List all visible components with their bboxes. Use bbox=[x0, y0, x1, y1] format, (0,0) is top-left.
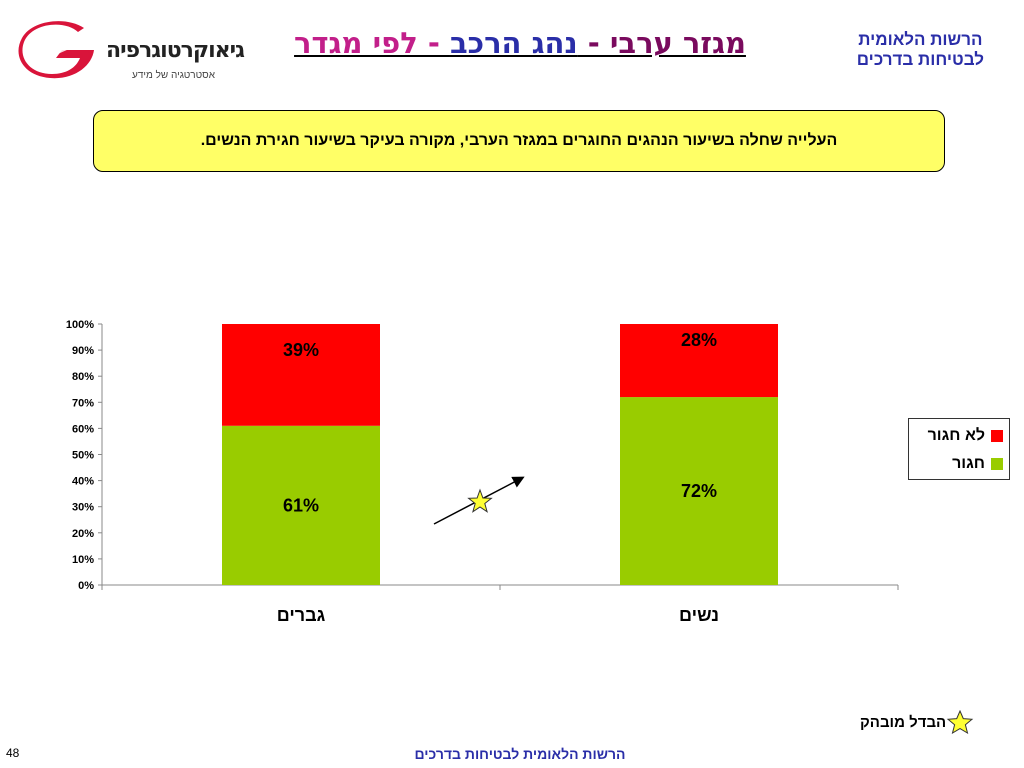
legend-label: חגור bbox=[952, 455, 985, 472]
bar-segment bbox=[620, 324, 778, 398]
y-tick-label: 100% bbox=[66, 319, 94, 331]
org-name: הרשות הלאומית לבטיחות בדרכים bbox=[857, 30, 984, 70]
bar-segment bbox=[222, 425, 380, 585]
legend-item-belted: חגור bbox=[952, 455, 1003, 473]
chart-legend: לא חגור חגור bbox=[908, 418, 1010, 480]
x-category-label: גברים bbox=[277, 605, 326, 625]
data-label: 39% bbox=[283, 340, 319, 360]
y-tick-label: 20% bbox=[72, 528, 94, 540]
org-name-line2: לבטיחות בדרכים bbox=[856, 50, 984, 69]
page-number: 48 bbox=[6, 746, 20, 760]
y-tick-label: 40% bbox=[72, 476, 94, 488]
title-part-driver: נהג הרכב bbox=[449, 26, 578, 60]
bar-segment bbox=[620, 397, 778, 585]
data-label: 28% bbox=[681, 330, 717, 350]
note-text: העלייה שחלה בשיעור הנהגים החוגרים במגזר … bbox=[200, 132, 838, 149]
logo-g-icon bbox=[18, 21, 94, 79]
significance-star-icon bbox=[467, 488, 493, 513]
legend-item-not-belted: לא חגור bbox=[928, 427, 1003, 445]
legend-label: לא חגור bbox=[927, 427, 985, 444]
significance-key: הבדל מובהק bbox=[850, 710, 974, 734]
y-tick-label: 60% bbox=[72, 423, 94, 435]
y-tick-label: 80% bbox=[72, 371, 94, 383]
note-box: העלייה שחלה בשיעור הנהגים החוגרים במגזר … bbox=[93, 110, 945, 172]
legend-swatch-green bbox=[991, 458, 1003, 470]
x-category-label: נשים bbox=[679, 605, 719, 625]
y-tick-label: 50% bbox=[72, 450, 94, 462]
y-tick-label: 90% bbox=[72, 345, 94, 357]
org-name-line1: הרשות הלאומית bbox=[858, 30, 983, 49]
data-label: 61% bbox=[283, 495, 319, 515]
title-part-gender: - לפי מגדר bbox=[294, 26, 450, 60]
data-label: 72% bbox=[681, 481, 717, 501]
legend-swatch-red bbox=[991, 430, 1003, 442]
y-tick-label: 70% bbox=[72, 397, 94, 409]
y-tick-label: 30% bbox=[72, 502, 94, 514]
bar-segment bbox=[222, 324, 380, 426]
title-part-sector: מגזר ערבי - bbox=[577, 26, 746, 60]
logo: גיאוקרטוגרפיה אסטרטגיה של מידע bbox=[14, 18, 245, 81]
significance-key-label: הבדל מובהק bbox=[860, 713, 947, 731]
stacked-bar-chart: 0% 10% 20% 30% 40% 50% 60% 70% 80% 90% 100% 61% 39% ג… bbox=[66, 319, 899, 625]
logo-name: גיאוקרטוגרפיה bbox=[106, 38, 245, 63]
logo-tagline: אסטרטגיה של מידע bbox=[132, 70, 215, 81]
page-title: מגזר ערבי - נהג הרכב - לפי מגדר bbox=[240, 26, 800, 60]
footer-text: הרשות הלאומית לבטיחות בדרכים bbox=[414, 746, 626, 762]
y-tick-label: 0% bbox=[78, 580, 94, 592]
y-tick-label: 10% bbox=[72, 554, 94, 566]
star-icon bbox=[946, 710, 974, 734]
